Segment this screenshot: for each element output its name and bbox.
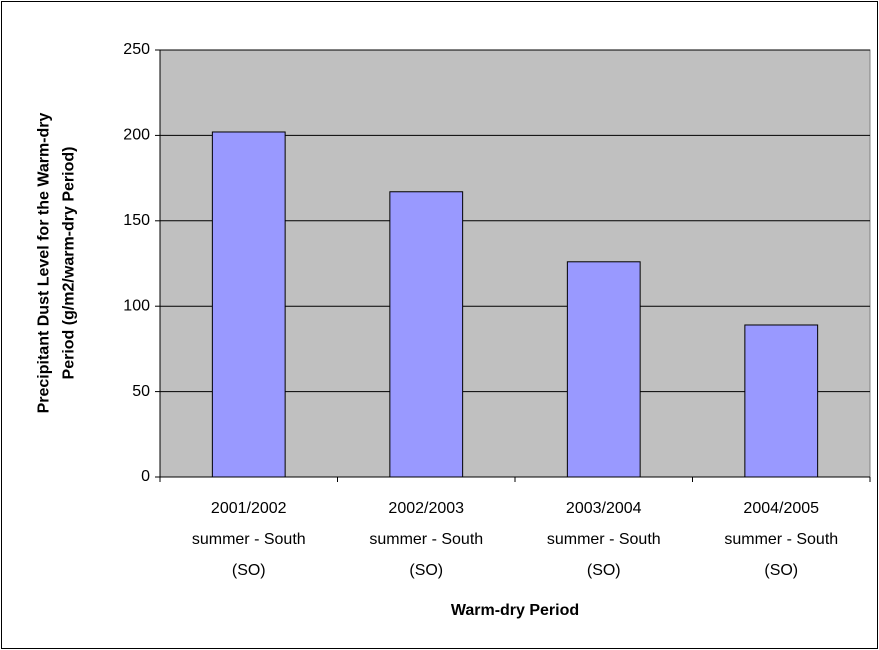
y-tick-label: 200 <box>123 127 150 144</box>
bar <box>211 131 286 478</box>
x-tick-label: 2004/2005 summer - South (SO) <box>724 500 838 579</box>
bar <box>566 261 641 478</box>
y-tick-label: 250 <box>123 41 150 58</box>
bar <box>389 191 464 478</box>
y-tick-label: 100 <box>123 297 150 314</box>
y-axis-title: Precipitant Dust Level for the Warm-dry P… <box>36 113 78 414</box>
y-tick-label: 0 <box>141 468 150 485</box>
y-tick-label: 50 <box>132 383 150 400</box>
bar <box>744 324 819 478</box>
x-tick-label: 2002/2003 summer - South (SO) <box>369 500 483 579</box>
x-axis-title: Warm-dry Period <box>451 602 579 619</box>
y-tick-label: 150 <box>123 212 150 229</box>
x-tick-label: 2001/2002 summer - South (SO) <box>192 500 306 579</box>
x-tick-label: 2003/2004 summer - South (SO) <box>547 500 661 579</box>
